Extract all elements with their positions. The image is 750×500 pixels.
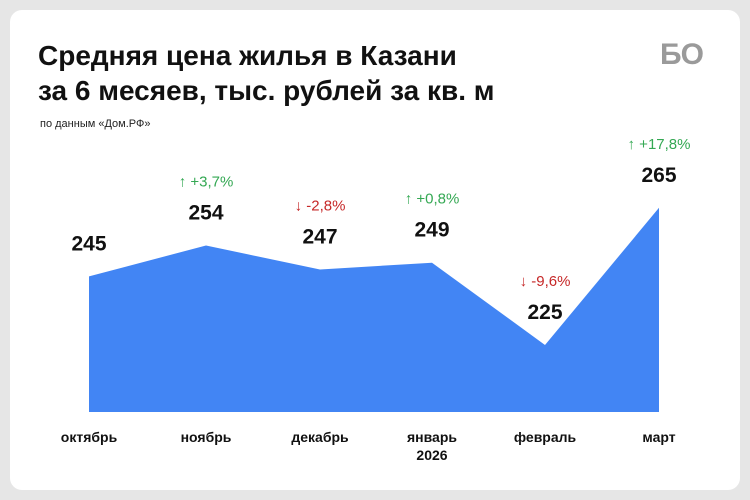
data-label-1: 254 — [188, 202, 223, 225]
chart-title-line-1: Средняя цена жилья в Казани — [38, 40, 457, 71]
change-label-4: ↓ -9,6% — [520, 273, 571, 290]
x-tick-label-2: декабрь — [291, 429, 349, 445]
data-label-0: 245 — [71, 232, 106, 255]
x-tick-label-4: февраль — [514, 429, 577, 445]
change-label-5: ↑ +17,8% — [628, 136, 691, 153]
data-label-4: 225 — [527, 301, 562, 324]
data-label-3: 249 — [414, 219, 449, 242]
x-tick-label-0: октябрь — [61, 429, 118, 445]
data-label-2: 247 — [302, 226, 337, 249]
chart-title: Средняя цена жилья в Казани за 6 месяев,… — [38, 38, 598, 108]
chart-title-line-2: за 6 месяев, тыс. рублей за кв. м — [38, 75, 495, 106]
source-note: по данным «Дом.РФ» — [40, 118, 151, 130]
x-tick-sublabel-3: 2026 — [416, 447, 447, 463]
area-series — [89, 207, 659, 412]
x-tick-label-3: январь — [407, 429, 457, 445]
change-label-1: ↑ +3,7% — [179, 174, 234, 191]
change-label-2: ↓ -2,8% — [295, 198, 346, 215]
x-tick-label-1: ноябрь — [181, 429, 232, 445]
data-label-5: 265 — [641, 164, 676, 187]
x-tick-label-5: март — [642, 429, 675, 445]
bo-logo: БО — [660, 38, 704, 71]
change-label-3: ↑ +0,8% — [405, 191, 460, 208]
